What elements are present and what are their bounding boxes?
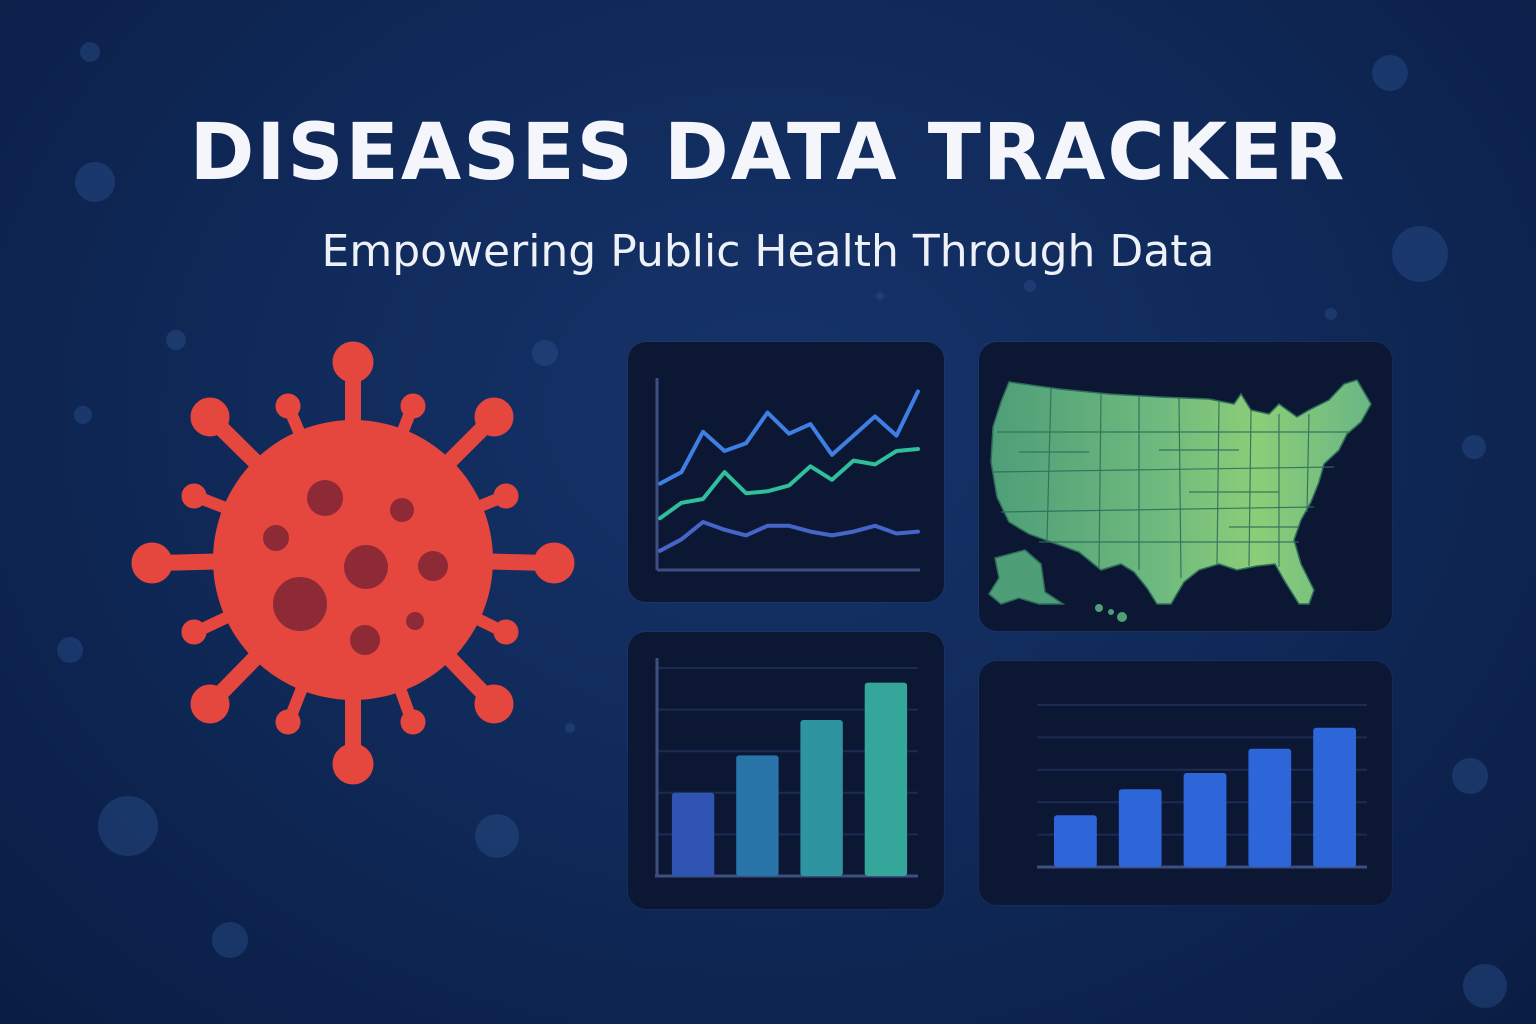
bar-chart-panel-1 — [628, 632, 944, 909]
bar — [1248, 748, 1292, 867]
us-map-icon — [988, 379, 1372, 622]
page-subtitle: Empowering Public Health Through Data — [321, 226, 1215, 277]
line-series-3 — [658, 520, 920, 553]
bar — [671, 792, 715, 876]
map-panel — [979, 342, 1392, 631]
line-chart — [655, 378, 920, 572]
page-title: DISEASES DATA TRACKER — [189, 108, 1347, 198]
bar — [736, 755, 779, 876]
bar — [1118, 789, 1162, 867]
bar-chart-1 — [655, 658, 918, 878]
line-chart-panel — [628, 342, 944, 602]
bar-chart-panel-2 — [979, 661, 1392, 905]
bar — [1183, 773, 1227, 867]
line-series-2 — [658, 447, 920, 521]
bar-chart-2 — [1037, 704, 1367, 869]
bar — [1054, 815, 1097, 867]
bar — [1313, 727, 1356, 867]
virus-icon — [131, 341, 575, 785]
line-series-1 — [658, 389, 920, 486]
bar — [864, 682, 908, 876]
bar — [800, 720, 843, 876]
